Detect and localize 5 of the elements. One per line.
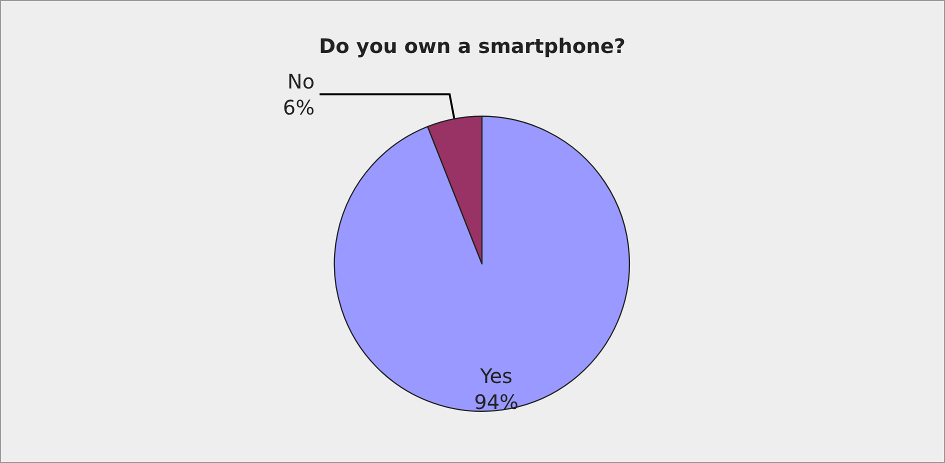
slice-label: Yes bbox=[479, 364, 512, 388]
data-label: 6% bbox=[282, 95, 315, 120]
data-label: 94% bbox=[474, 390, 519, 414]
slice-label: No bbox=[287, 69, 315, 94]
chart-title: Do you own a smartphone? bbox=[319, 34, 626, 58]
